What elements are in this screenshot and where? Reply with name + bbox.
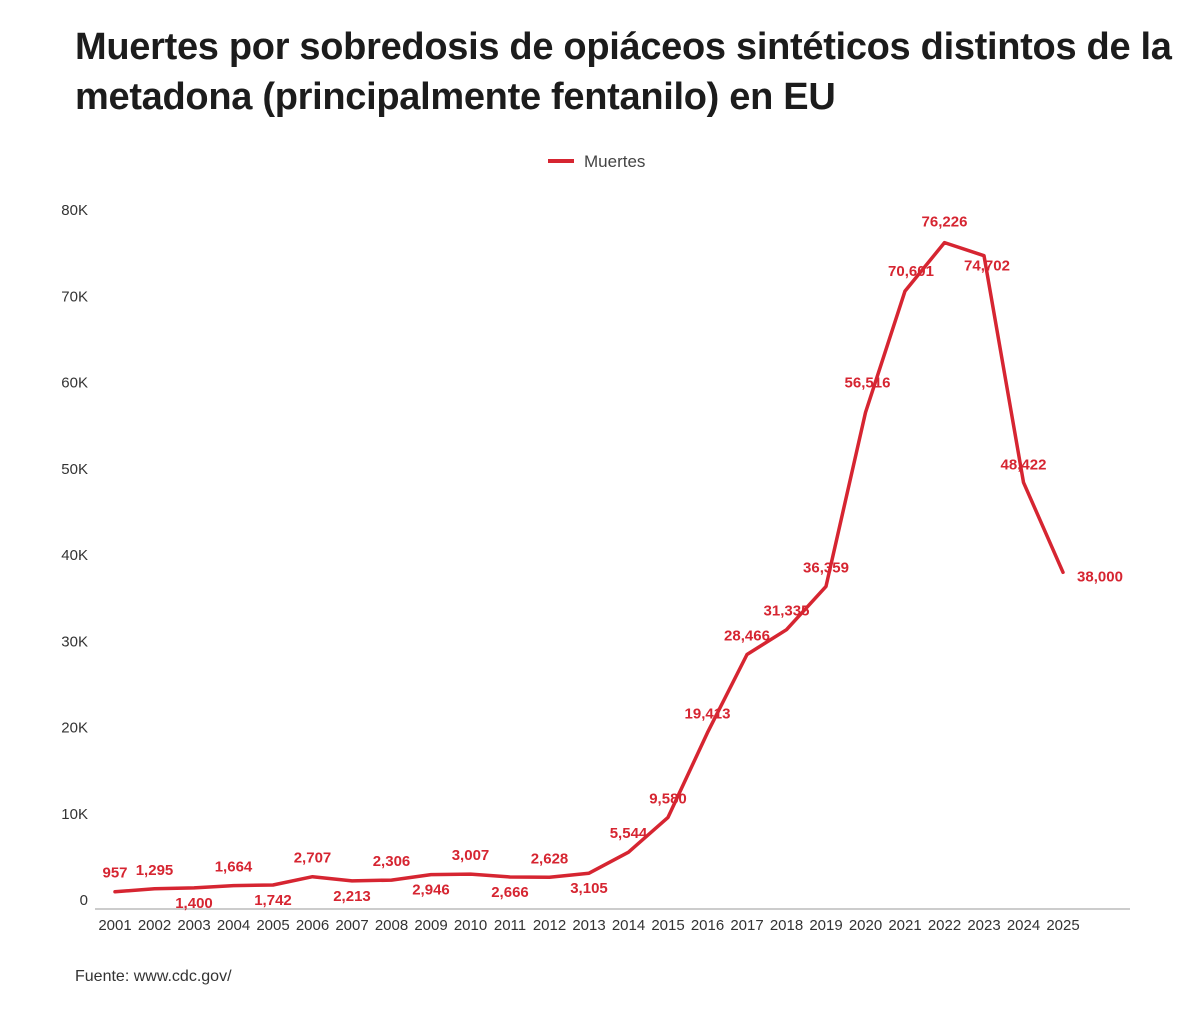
- y-tick-label: 10K: [61, 806, 88, 823]
- x-tick-label: 2002: [138, 917, 171, 934]
- data-label: 2,306: [373, 853, 411, 870]
- data-label: 38,000: [1077, 568, 1123, 585]
- x-tick-label: 2024: [1007, 917, 1040, 934]
- y-tick-label: 30K: [61, 633, 88, 650]
- data-label: 48,422: [1001, 456, 1047, 473]
- x-tick-label: 2016: [691, 917, 724, 934]
- x-tick-label: 2020: [849, 917, 882, 934]
- data-label: 957: [102, 865, 127, 882]
- x-tick-label: 2004: [217, 917, 250, 934]
- x-tick-label: 2025: [1046, 917, 1079, 934]
- data-label: 1,295: [136, 862, 174, 879]
- x-tick-label: 2017: [730, 917, 763, 934]
- x-tick-label: 2003: [177, 917, 210, 934]
- chart-title: Muertes por sobredosis de opiáceos sinté…: [75, 26, 1172, 118]
- data-label: 5,544: [610, 825, 648, 842]
- data-label: 1,400: [175, 895, 213, 912]
- y-tick-label: 80K: [61, 202, 88, 219]
- data-label: 19,413: [685, 706, 731, 723]
- data-label: 76,226: [922, 214, 968, 231]
- data-label: 3,105: [570, 880, 608, 897]
- data-label: 2,666: [491, 884, 529, 901]
- x-tick-label: 2007: [335, 917, 368, 934]
- data-label: 9,580: [649, 790, 687, 807]
- data-label: 70,601: [888, 263, 934, 280]
- y-tick-label: 50K: [61, 461, 88, 478]
- data-label: 31,335: [764, 603, 810, 620]
- y-tick-label: 0: [80, 892, 88, 909]
- data-label: 3,007: [452, 847, 490, 864]
- legend-label: Muertes: [584, 152, 645, 171]
- x-tick-label: 2021: [888, 917, 921, 934]
- y-tick-label: 60K: [61, 375, 88, 392]
- x-tick-label: 2022: [928, 917, 961, 934]
- x-tick-label: 2001: [98, 917, 131, 934]
- source-note: Fuente: www.cdc.gov/: [75, 968, 232, 985]
- data-label: 56,516: [845, 375, 891, 392]
- x-tick-label: 2012: [533, 917, 566, 934]
- data-label: 2,628: [531, 850, 569, 867]
- x-tick-label: 2015: [651, 917, 684, 934]
- x-tick-label: 2023: [967, 917, 1000, 934]
- x-tick-label: 2008: [375, 917, 408, 934]
- data-label: 2,946: [412, 882, 450, 899]
- series-line-muertes: [113, 240, 1065, 894]
- data-label: 2,707: [294, 850, 332, 867]
- x-tick-label: 2014: [612, 917, 645, 934]
- x-axis: 2001 2002 2003 2004 2005 2006 2007 2008 2009 2010…: [95, 908, 1130, 934]
- y-tick-label: 40K: [61, 547, 88, 564]
- x-tick-label: 2006: [296, 917, 329, 934]
- x-tick-label: 2009: [414, 917, 447, 934]
- x-tick-label: 2013: [572, 917, 605, 934]
- x-tick-label: 2019: [809, 917, 842, 934]
- x-tick-label: 2011: [494, 917, 526, 934]
- data-label: 36,359: [803, 559, 849, 576]
- data-label: 74,702: [964, 258, 1010, 275]
- x-tick-label: 2010: [454, 917, 487, 934]
- data-label: 2,213: [333, 888, 371, 905]
- y-axis: 0 10K 20K 30K 40K 50K 60K 70K 80K: [61, 202, 88, 909]
- data-labels: 957 1,2951,4001,6641,7422,7072,2132,3062,…: [102, 214, 1122, 912]
- y-tick-label: 70K: [61, 288, 88, 305]
- data-label: 28,466: [724, 627, 770, 644]
- x-tick-label: 2018: [770, 917, 803, 934]
- data-label: 1,742: [254, 892, 292, 909]
- legend: Muertes: [548, 152, 645, 171]
- x-tick-label: 2005: [256, 917, 289, 934]
- y-tick-label: 20K: [61, 720, 88, 737]
- data-label: 1,664: [215, 859, 253, 876]
